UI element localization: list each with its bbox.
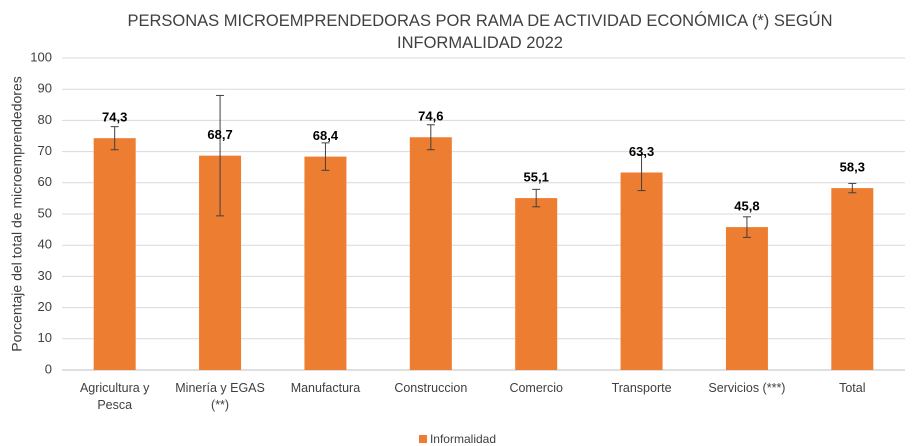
error-bar <box>848 182 857 194</box>
data-label: 74,6 <box>418 109 443 124</box>
bar <box>304 156 347 370</box>
legend: Informalidad <box>0 432 915 446</box>
bar <box>93 138 136 370</box>
error-bar <box>742 216 751 238</box>
legend-item: Informalidad <box>418 432 497 446</box>
data-label: 55,1 <box>524 170 549 185</box>
x-tick-label: Total <box>839 381 866 395</box>
data-label: 68,4 <box>313 128 339 143</box>
bar <box>831 188 874 370</box>
y-tick-label: 40 <box>38 237 52 252</box>
x-tick-label: Manufactura <box>290 381 361 395</box>
y-tick-label: 20 <box>38 299 52 314</box>
chart-title: PERSONAS MICROEMPRENDEDORAS POR RAMA DE … <box>127 12 833 52</box>
error-bar <box>321 142 330 171</box>
bar <box>725 227 768 370</box>
y-tick-label: 0 <box>45 361 52 376</box>
x-tick-label: Comercio <box>509 381 563 395</box>
bar <box>409 137 452 370</box>
bar <box>515 198 558 370</box>
y-tick-label: 70 <box>38 143 52 158</box>
x-tick-label: Agricultura y Pesca <box>79 381 150 412</box>
x-tick-label: Minería y EGAS (**) <box>175 381 265 412</box>
error-bar <box>110 126 119 151</box>
y-tick-label: 10 <box>38 330 52 345</box>
data-label: 63,3 <box>629 144 654 159</box>
x-tick-label: Construccion <box>394 381 468 395</box>
y-axis-label: Porcentaje del total de microemprendedor… <box>9 76 25 352</box>
x-tick-label: Transporte <box>611 381 672 395</box>
error-bar <box>426 124 435 151</box>
data-label: 45,8 <box>734 199 759 214</box>
data-label: 68,7 <box>207 127 232 142</box>
y-tick-label: 80 <box>38 112 52 127</box>
error-bar <box>637 153 646 192</box>
y-tick-label: 90 <box>38 81 52 96</box>
bar <box>620 172 663 370</box>
x-tick-label: Servicios (***) <box>708 381 786 395</box>
error-bar <box>216 94 225 217</box>
y-tick-label: 100 <box>30 49 52 64</box>
legend-label: Informalidad <box>429 432 497 446</box>
data-label: 58,3 <box>840 160 865 175</box>
legend-swatch <box>418 435 427 443</box>
data-label: 74,3 <box>102 110 127 125</box>
y-tick-label: 60 <box>38 174 52 189</box>
error-bar <box>532 188 541 208</box>
y-tick-label: 30 <box>38 268 52 283</box>
y-tick-label: 50 <box>38 205 52 220</box>
